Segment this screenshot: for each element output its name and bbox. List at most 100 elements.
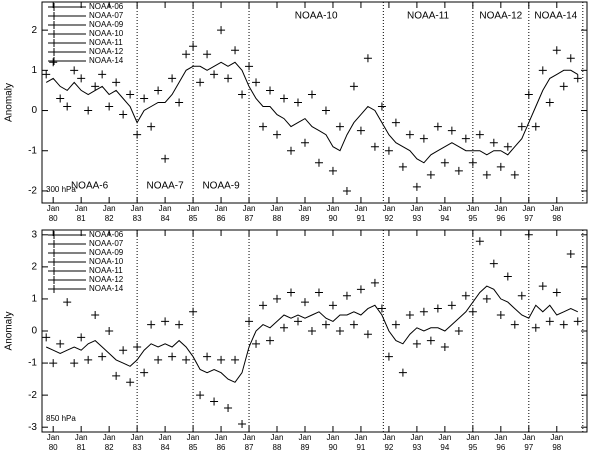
legend-label: NOAA-12 [89,275,124,284]
period-label: NOAA-6 [71,181,109,192]
data-point [545,98,554,107]
data-point [266,86,275,95]
legend-label: NOAA-07 [89,239,124,248]
legend-marker [50,3,58,11]
data-point [280,94,289,103]
x-tick-month: Jan [299,204,312,213]
data-point [475,130,484,139]
x-tick-month: Jan [131,204,144,213]
x-tick-month: Jan [438,204,451,213]
y-tick-label: 2 [31,262,37,273]
x-tick-label: 85 [189,214,198,223]
x-tick-month: Jan [354,433,367,442]
data-point [454,166,463,175]
data-point [489,259,498,268]
x-tick-month: Jan [243,433,256,442]
data-point [42,70,51,79]
y-tick-label: -3 [28,422,37,433]
data-point [538,66,547,75]
data-point [196,78,205,87]
data-point [259,301,268,310]
data-point [175,320,184,329]
data-point [196,391,205,400]
data-point [468,307,477,316]
data-point [175,98,184,107]
legend-marker [50,39,58,47]
y-tick-label: -1 [28,145,37,156]
y-tick-label: -1 [28,358,37,369]
legend-label: NOAA-09 [89,248,124,257]
data-point [252,339,261,348]
data-point [293,98,302,107]
data-point [161,317,170,326]
data-point [266,336,275,345]
data-point [77,333,86,342]
data-point [231,46,240,55]
x-tick-label: 87 [245,443,254,452]
data-point [307,90,316,99]
data-point [496,162,505,171]
data-point [154,86,163,95]
x-tick-label: 94 [440,214,449,223]
data-point [545,317,554,326]
data-point [363,330,372,339]
x-tick-month: Jan [187,204,200,213]
data-point [259,122,268,131]
data-point [377,304,386,313]
x-tick-month: Jan [466,433,479,442]
period-label: NOAA-11 [407,11,449,22]
data-point [321,106,330,115]
data-point [168,352,177,361]
x-tick-month: Jan [47,433,60,442]
trend-line [45,61,579,164]
x-tick-month: Jan [494,433,507,442]
data-point [126,378,135,387]
data-point [461,134,470,143]
data-point [482,170,491,179]
data-point [433,122,442,131]
data-point [105,327,114,335]
data-point [98,70,107,79]
data-point [335,122,344,131]
data-point [70,66,79,75]
data-point [447,126,456,135]
data-point [391,320,400,329]
x-tick-label: 84 [161,214,170,223]
data-point [307,327,316,335]
panel: -3-2-10123AnomalyJan80Jan81Jan82Jan83Jan… [4,229,588,452]
data-point [91,310,100,319]
x-tick-month: Jan [299,433,312,442]
data-point [398,162,407,171]
data-point [482,294,491,303]
data-point [384,352,393,361]
data-point [433,304,442,313]
data-point [119,110,128,119]
x-tick-label: 84 [161,443,170,452]
x-tick-month: Jan [522,433,535,442]
data-point [573,74,582,83]
x-tick-month: Jan [327,204,340,213]
data-point [189,42,198,51]
data-point [531,122,540,131]
legend-label: NOAA-07 [89,11,124,20]
x-tick-label: 81 [77,214,86,223]
data-point [412,339,421,348]
x-tick-month: Jan [354,204,367,213]
legend-label: NOAA-12 [89,47,124,56]
legend-marker [50,249,58,257]
x-tick-label: 80 [49,214,58,223]
x-tick-month: Jan [159,433,172,442]
data-point [112,78,121,87]
data-point [210,397,219,406]
data-point [461,291,470,300]
legend-marker [50,21,58,29]
data-point [475,237,484,246]
x-tick-label: 92 [384,443,393,452]
data-point [203,352,212,361]
trend-line [45,285,579,383]
data-point [559,320,568,329]
data-point [238,419,247,428]
data-point [238,90,247,99]
x-tick-label: 98 [552,214,561,223]
data-point [300,298,309,307]
